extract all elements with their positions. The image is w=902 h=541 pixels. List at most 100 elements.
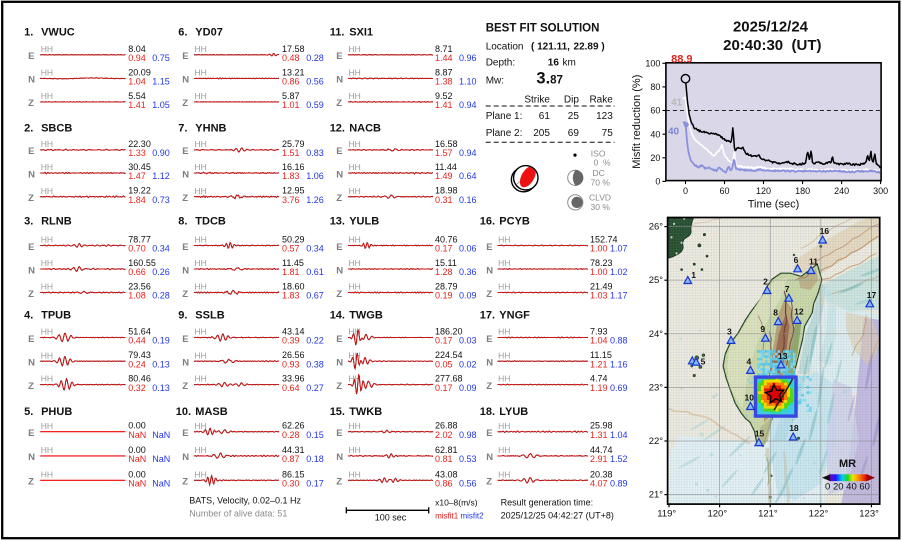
svg-text:25.98: 25.98: [590, 421, 613, 431]
svg-text:5: 5: [701, 357, 706, 367]
svg-text:E: E: [486, 334, 492, 345]
svg-text:1.07: 1.07: [610, 244, 628, 254]
svg-text:E: E: [336, 428, 342, 439]
svg-text:0.34: 0.34: [152, 244, 170, 254]
svg-text:0.64: 0.64: [282, 383, 300, 393]
svg-text:HH: HH: [41, 374, 53, 384]
svg-text:NaN: NaN: [152, 454, 170, 464]
svg-text:HH: HH: [195, 91, 207, 101]
svg-text:43.08: 43.08: [435, 469, 458, 479]
svg-text:Z: Z: [28, 381, 34, 392]
svg-text:0.83: 0.83: [306, 148, 324, 158]
svg-text:YHNB: YHNB: [195, 123, 226, 135]
svg-text:23°: 23°: [649, 382, 664, 393]
svg-text:15.11: 15.11: [435, 258, 457, 268]
svg-text:HH: HH: [349, 327, 361, 337]
svg-text:0.05: 0.05: [435, 359, 453, 369]
svg-text:0.27: 0.27: [306, 383, 324, 393]
svg-text:HH: HH: [195, 68, 207, 78]
svg-text:10: 10: [745, 393, 755, 403]
svg-text:13: 13: [778, 351, 788, 361]
svg-text:MASB: MASB: [195, 406, 227, 418]
svg-text:44.74: 44.74: [590, 445, 613, 455]
svg-text:78.23: 78.23: [590, 258, 613, 268]
svg-text:N: N: [28, 75, 35, 86]
svg-text:11.44: 11.44: [435, 162, 457, 172]
svg-text:0.75: 0.75: [152, 53, 170, 63]
svg-text:E: E: [182, 428, 188, 439]
svg-text:13.: 13.: [330, 216, 345, 228]
svg-text:180: 180: [795, 186, 810, 196]
svg-text:18.: 18.: [480, 406, 495, 418]
svg-text:Z: Z: [336, 289, 342, 300]
svg-text:HH: HH: [195, 445, 207, 455]
svg-text:5.54: 5.54: [128, 91, 146, 101]
svg-text:1.28: 1.28: [435, 267, 453, 277]
svg-text:Dip: Dip: [564, 94, 579, 105]
svg-text:HH: HH: [41, 162, 53, 172]
svg-text:100: 100: [645, 59, 660, 69]
svg-text:17.: 17.: [480, 310, 495, 322]
svg-text:1.01: 1.01: [282, 100, 300, 110]
svg-text:0.26: 0.26: [152, 267, 170, 277]
svg-text:HH: HH: [41, 327, 53, 337]
svg-text:N: N: [182, 358, 189, 369]
svg-text:7.93: 7.93: [590, 327, 608, 337]
svg-text:8.87: 8.87: [435, 67, 453, 77]
svg-text:0.87: 0.87: [282, 454, 300, 464]
svg-text:1.19: 1.19: [590, 383, 608, 393]
svg-text:2.: 2.: [24, 123, 33, 135]
svg-text:1.04: 1.04: [590, 336, 608, 346]
svg-text:Z: Z: [28, 289, 34, 300]
svg-text:Z: Z: [182, 477, 188, 488]
svg-text:0.64: 0.64: [459, 171, 477, 181]
svg-text:HH: HH: [41, 91, 53, 101]
svg-text:1: 1: [691, 270, 696, 280]
svg-text:N: N: [486, 265, 493, 276]
svg-text:Z: Z: [486, 381, 492, 392]
svg-text:Rake: Rake: [589, 94, 613, 105]
svg-text:Z: Z: [182, 193, 188, 204]
svg-text:HH: HH: [41, 469, 53, 479]
svg-text:Plane 1:: Plane 1:: [486, 111, 523, 122]
svg-text:HH: HH: [195, 139, 207, 149]
svg-text:3.76: 3.76: [282, 195, 300, 205]
svg-text:160.55: 160.55: [128, 258, 156, 268]
svg-text:8.04: 8.04: [128, 44, 146, 54]
svg-text:N: N: [28, 358, 35, 369]
svg-text:N: N: [182, 75, 189, 86]
svg-text:16: 16: [548, 58, 560, 69]
svg-text:HH: HH: [498, 469, 510, 479]
svg-text:HH: HH: [349, 68, 361, 78]
svg-text:Z: Z: [486, 289, 492, 300]
svg-text:6.: 6.: [178, 27, 187, 39]
svg-text:0.67: 0.67: [306, 291, 324, 301]
svg-text:Mw:: Mw:: [486, 75, 504, 86]
svg-text:Z: Z: [336, 477, 342, 488]
svg-text:15: 15: [755, 429, 765, 439]
svg-text:1.26: 1.26: [306, 195, 324, 205]
svg-text:E: E: [28, 242, 34, 253]
svg-text:13.21: 13.21: [282, 67, 305, 77]
svg-text:HH: HH: [349, 445, 361, 455]
svg-text:1.57: 1.57: [435, 148, 453, 158]
svg-text:3.87: 3.87: [536, 69, 563, 87]
svg-text:N: N: [336, 75, 343, 86]
svg-text:NaN: NaN: [152, 430, 170, 440]
svg-text:HH: HH: [41, 139, 53, 149]
svg-text:0.56: 0.56: [306, 77, 324, 87]
svg-text:30 %: 30 %: [591, 202, 611, 212]
svg-text:0.96: 0.96: [459, 53, 477, 63]
svg-text:N: N: [182, 452, 189, 463]
svg-text:Time (sec): Time (sec): [748, 199, 800, 211]
svg-text:PCYB: PCYB: [499, 216, 530, 228]
svg-text:120: 120: [756, 186, 771, 196]
svg-text:km: km: [563, 58, 576, 69]
svg-text:1.16: 1.16: [610, 359, 628, 369]
svg-text:0.38: 0.38: [306, 359, 324, 369]
svg-text:2.91: 2.91: [590, 454, 608, 464]
svg-text:( 121.11, 22.89 ): ( 121.11, 22.89 ): [531, 41, 605, 52]
svg-text:121°: 121°: [758, 509, 778, 520]
svg-text:60: 60: [650, 106, 660, 116]
svg-text:0.94: 0.94: [459, 148, 477, 158]
